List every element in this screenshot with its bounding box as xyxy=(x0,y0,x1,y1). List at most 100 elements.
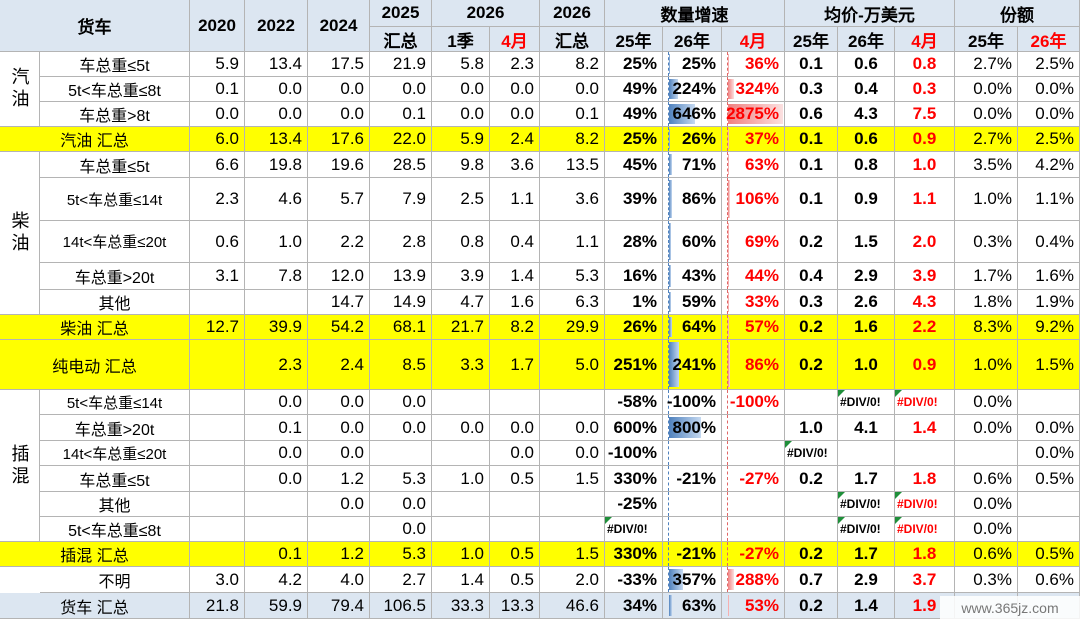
error-flag xyxy=(895,517,902,524)
cell: 0.0% xyxy=(1018,415,1080,441)
cell: -25% xyxy=(605,492,663,517)
cell: 46.6 xyxy=(540,593,605,619)
cell: 25% xyxy=(605,127,663,152)
cell: 0.1 xyxy=(785,178,838,221)
cell: 49% xyxy=(605,77,663,102)
bar-axis xyxy=(727,290,728,314)
cell: 0.0 xyxy=(540,415,605,441)
cell: 60% xyxy=(663,221,722,263)
cell: 0.6 xyxy=(785,102,838,127)
bar-axis xyxy=(727,102,728,126)
cell: 34% xyxy=(605,593,663,619)
cell: 0.1 xyxy=(245,542,308,567)
cell: 0.0% xyxy=(955,415,1018,441)
cell xyxy=(190,390,245,415)
cell: 1.7 xyxy=(838,542,895,567)
header-cell: 数量增速 xyxy=(605,0,785,27)
header-cell: 货车 xyxy=(0,0,190,52)
row-label: 柴油 汇总 xyxy=(0,315,190,340)
data-bar xyxy=(669,417,701,438)
cell xyxy=(245,492,308,517)
cell: 1.8 xyxy=(895,466,955,492)
cell: 0.6 xyxy=(838,52,895,77)
cell: 5.3 xyxy=(370,542,432,567)
data-bar xyxy=(728,79,735,99)
cell: 13.4 xyxy=(245,52,308,77)
cell: 86% xyxy=(663,178,722,221)
data-bar xyxy=(728,265,729,287)
header-cell: 25年 xyxy=(785,27,838,52)
cell xyxy=(663,441,722,466)
cell: 39% xyxy=(605,178,663,221)
cell: 49% xyxy=(605,102,663,127)
cell: 0.0 xyxy=(432,102,490,127)
bar-axis xyxy=(727,77,728,101)
cell: 288% xyxy=(722,567,785,593)
cell xyxy=(785,517,838,542)
cell: 0.2 xyxy=(785,221,838,263)
cell: 3.6 xyxy=(540,178,605,221)
cell: 7.9 xyxy=(370,178,432,221)
data-bar xyxy=(669,180,673,218)
cell: 5.0 xyxy=(540,340,605,390)
cell: 1.6 xyxy=(490,290,540,315)
bar-axis xyxy=(727,315,728,339)
data-bar xyxy=(728,223,730,260)
cell: 1.8% xyxy=(955,290,1018,315)
cell: 1.5 xyxy=(540,466,605,492)
cell: 0.9 xyxy=(895,127,955,152)
cell: 13.5 xyxy=(540,152,605,178)
cell: -21% xyxy=(663,466,722,492)
cell: 19.6 xyxy=(308,152,370,178)
cell: -58% xyxy=(605,390,663,415)
cell: 1.1 xyxy=(490,178,540,221)
bar-axis xyxy=(727,263,728,289)
cell: 13.3 xyxy=(490,593,540,619)
cell: #DIV/0! xyxy=(895,517,955,542)
cell xyxy=(245,517,308,542)
cell: 0.0 xyxy=(370,517,432,542)
cell: 0.6 xyxy=(190,221,245,263)
header-cell: 2025 xyxy=(370,0,432,27)
cell: 2.7% xyxy=(955,52,1018,77)
cell: 800% xyxy=(663,415,722,441)
cell xyxy=(663,492,722,517)
cell: #DIV/0! xyxy=(838,517,895,542)
cell: 0.0 xyxy=(308,77,370,102)
cell: 5.9 xyxy=(190,52,245,77)
cell xyxy=(1018,492,1080,517)
cell: 0.1 xyxy=(785,127,838,152)
cell: 0.0 xyxy=(490,102,540,127)
cell: 25% xyxy=(605,52,663,77)
bar-axis xyxy=(668,340,669,389)
cell xyxy=(245,290,308,315)
header-cell: 25年 xyxy=(955,27,1018,52)
group-label: 插混 xyxy=(0,390,40,542)
cell: 1.5% xyxy=(1018,340,1080,390)
bar-axis xyxy=(668,567,669,592)
cell xyxy=(432,390,490,415)
cell: 54.2 xyxy=(308,315,370,340)
header-cell: 份额 xyxy=(955,0,1080,27)
cell: 3.9 xyxy=(432,263,490,290)
cell: 0.1 xyxy=(370,102,432,127)
cell: 0.4 xyxy=(785,263,838,290)
bar-axis xyxy=(727,441,728,465)
cell: 21.7 xyxy=(432,315,490,340)
bar-axis xyxy=(727,415,728,440)
cell: 251% xyxy=(605,340,663,390)
cell: 4.6 xyxy=(245,178,308,221)
cell: 1.4 xyxy=(432,567,490,593)
cell: 8.3% xyxy=(955,315,1018,340)
error-flag xyxy=(895,390,902,397)
row-label: 车总重>20t xyxy=(40,263,190,290)
cell: 0.0 xyxy=(490,441,540,466)
cell xyxy=(190,290,245,315)
cell: 8.2 xyxy=(540,127,605,152)
cell: 0.5 xyxy=(490,542,540,567)
cell: 106.5 xyxy=(370,593,432,619)
bar-axis xyxy=(727,466,728,491)
header-cell: 均价-万美元 xyxy=(785,0,955,27)
header-cell: 2026 xyxy=(432,0,540,27)
cell: 0.9 xyxy=(838,178,895,221)
